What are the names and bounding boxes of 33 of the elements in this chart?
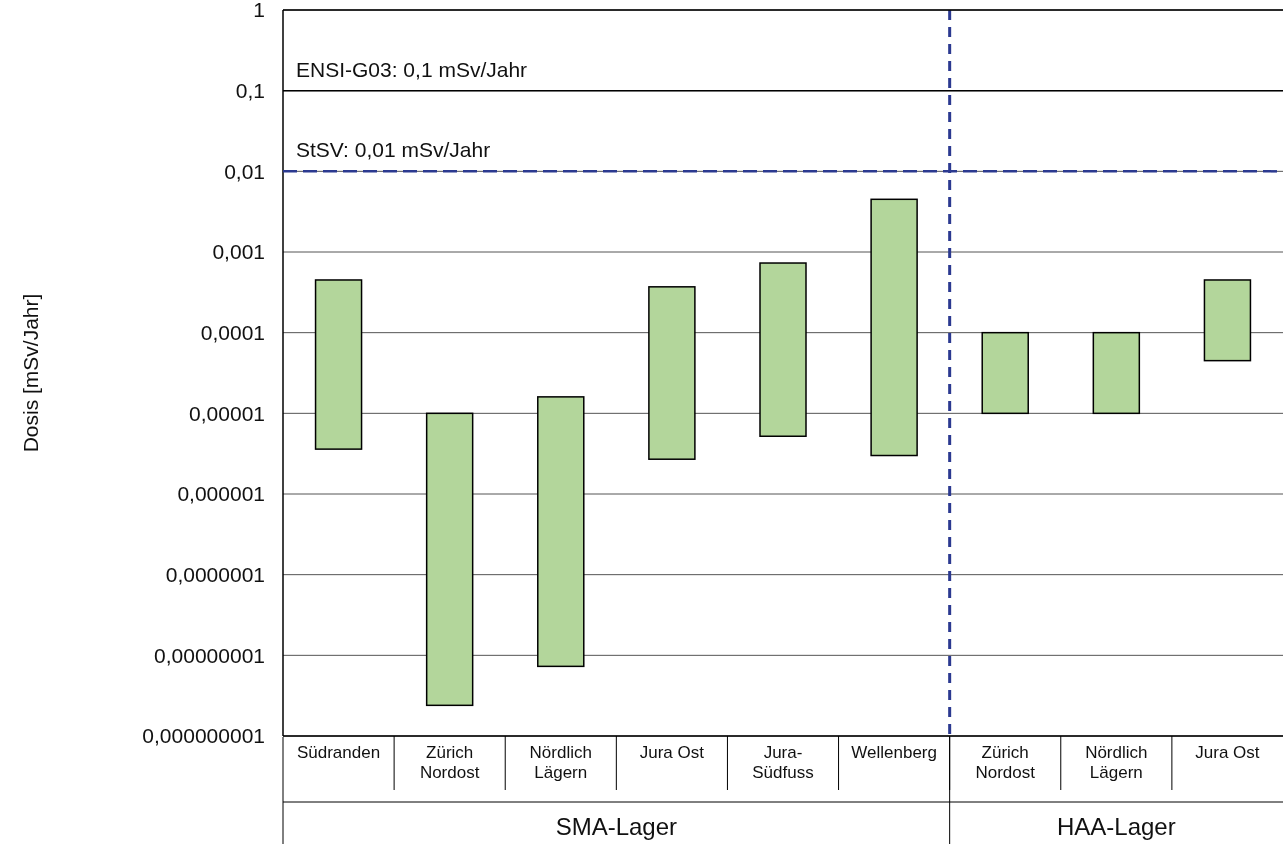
x-tick-label: Zürich Nordost [419, 743, 480, 782]
y-tick-label: 0,0000001 [165, 563, 265, 587]
x-tick-label: Südranden [296, 743, 381, 762]
y-tick-label: 0,00000001 [154, 643, 265, 667]
bar [648, 286, 696, 460]
y-tick-label: 0,001 [212, 240, 265, 264]
bar [1092, 331, 1141, 415]
x-tick-label: Nördlich Lägern [529, 743, 592, 782]
bar [314, 279, 363, 450]
x-tick-label: Jura Ost [639, 743, 705, 762]
bar [981, 331, 1029, 415]
y-tick-label: 1 [253, 0, 265, 22]
x-tick-label: Zürich Nordost [975, 743, 1036, 782]
x-tick-label: Jura Ost [1195, 743, 1260, 762]
ref-line-label: StSV: 0,01 mSv/Jahr [296, 138, 491, 162]
x-tick-label: Nördlich Lägern [1085, 743, 1148, 782]
y-axis-title: Dosis [mSv/Jahr] [19, 293, 42, 453]
y-tick-label: 0,01 [224, 159, 265, 183]
y-tick-label: 0,00001 [189, 401, 265, 425]
bar [870, 198, 918, 457]
y-tick-label: 0,000000001 [142, 724, 265, 748]
y-tick-label: 0,0001 [200, 321, 265, 345]
bar [425, 412, 474, 707]
x-tick-label: Wellenberg [851, 743, 937, 762]
bar [759, 262, 807, 437]
bar [537, 396, 585, 668]
text: HAA-Lager [1056, 813, 1176, 840]
y-tick-label: 0,1 [235, 79, 265, 103]
y-tick-label: 0,000001 [177, 482, 265, 506]
x-tick-label: Jura-Südfuss [752, 743, 814, 782]
text: SMA-Lager [555, 813, 678, 840]
ref-line-label: ENSI-G03: 0,1 mSv/Jahr [296, 57, 528, 81]
bar [1203, 279, 1252, 362]
